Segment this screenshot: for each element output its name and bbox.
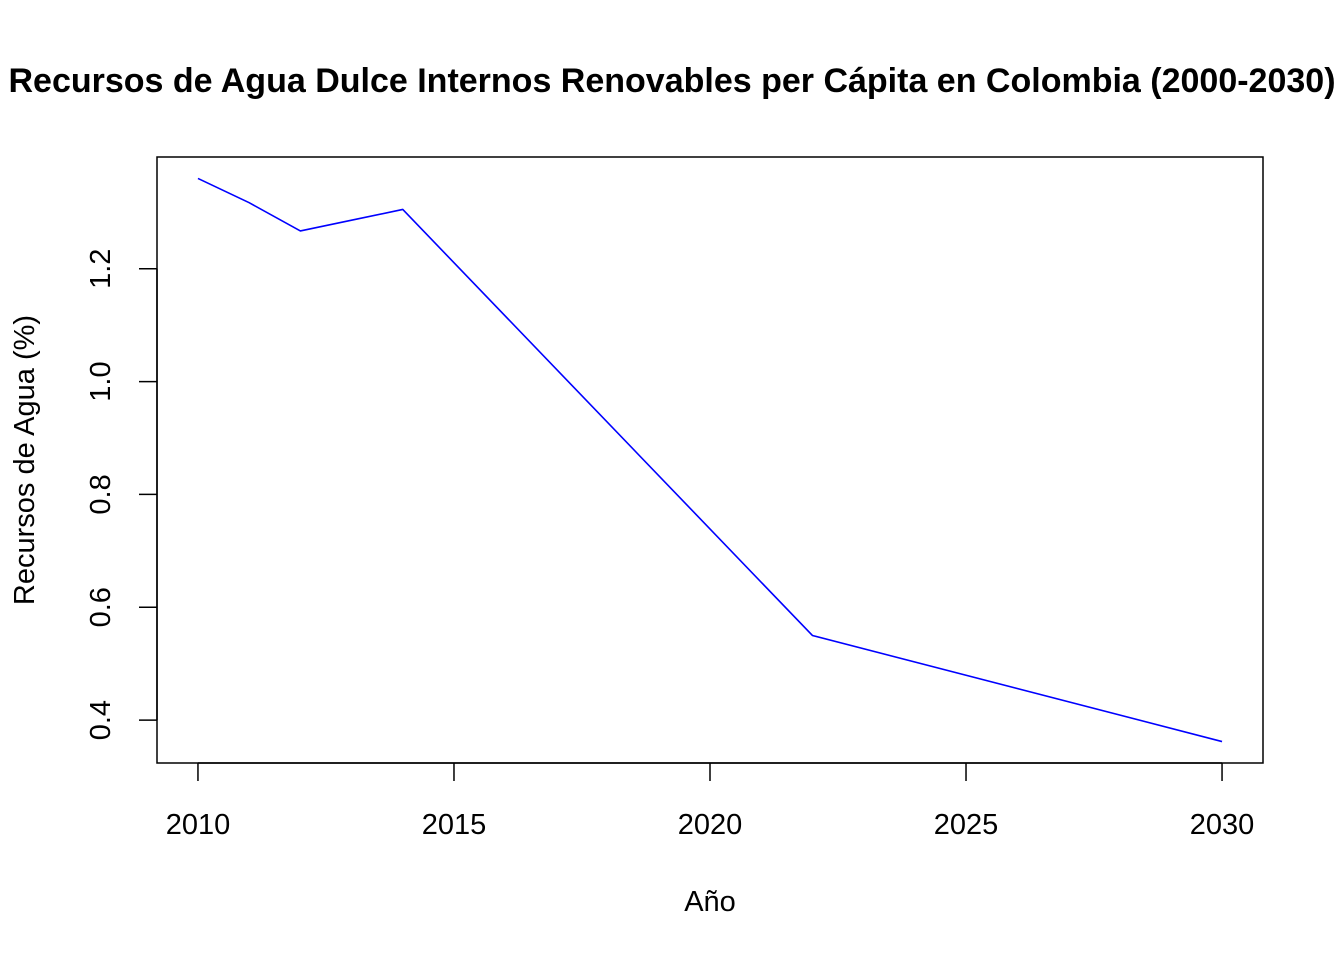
x-tick-label: 2020 [678, 809, 743, 841]
series-layer [197, 177, 1223, 743]
x-tick-label: 2015 [422, 809, 487, 841]
chart-title: Recursos de Agua Dulce Internos Renovabl… [8, 62, 1335, 100]
y-tick-label: 1.0 [85, 361, 117, 401]
y-axis: 0.4 0.6 0.8 1.0 1.2 [85, 249, 158, 740]
y-tick-label: 0.4 [85, 700, 117, 740]
x-tick-label: 2025 [934, 809, 999, 841]
y-axis-label: Recursos de Agua (%) [9, 315, 41, 605]
y-tick-label: 0.6 [85, 587, 117, 627]
y-tick-label: 1.2 [85, 249, 117, 289]
y-tick-label: 0.8 [85, 474, 117, 514]
x-tick-label: 2010 [166, 809, 231, 841]
x-tick-label: 2030 [1190, 809, 1255, 841]
x-axis: 2010 2015 2020 2025 2030 [166, 762, 1255, 841]
x-axis-label: Año [684, 886, 736, 918]
